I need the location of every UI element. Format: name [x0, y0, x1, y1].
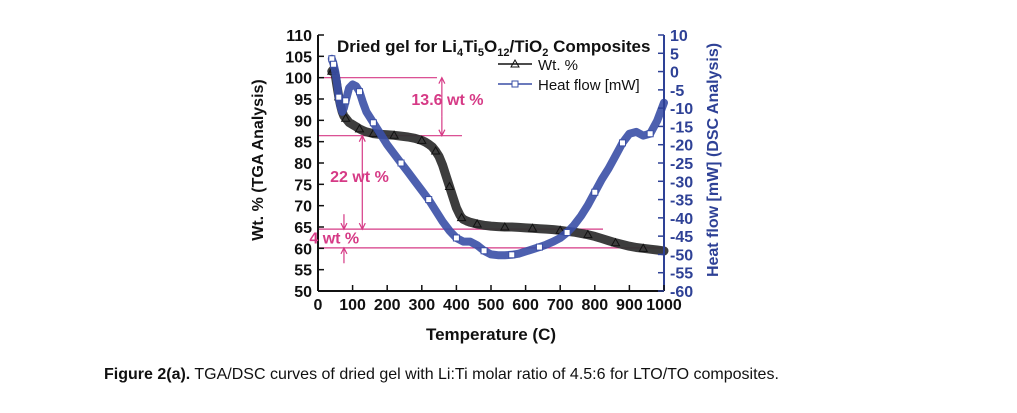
tga-point: [354, 123, 365, 133]
legend-label-dsc: Heat flow [mW]: [538, 77, 640, 94]
y-left-tick-label: 95: [294, 92, 312, 109]
tga-point: [472, 219, 483, 228]
dsc-point: [563, 228, 571, 236]
dsc-point: [535, 243, 543, 251]
annotation-label: 4 wt %: [309, 231, 359, 248]
x-tick-label: 800: [581, 297, 608, 314]
y-right-tick-label: -60: [670, 284, 693, 301]
annotation-arrowhead: [438, 76, 446, 84]
x-tick-label: 0: [314, 297, 323, 314]
x-tick-label: 400: [443, 297, 470, 314]
caption-label: Figure 2(a).: [104, 366, 191, 383]
dsc-point: [342, 97, 350, 105]
dsc-point: [330, 60, 338, 68]
annotation-arrowhead: [358, 134, 366, 142]
dsc-point: [335, 93, 343, 101]
y-right-tick-label: -30: [670, 174, 693, 191]
x-tick-label: 1000: [646, 297, 682, 314]
y-right-tick-label: -10: [670, 101, 693, 118]
tga-point: [499, 221, 510, 231]
y-right-tick-label: -15: [670, 119, 693, 136]
dsc-series-line: [327, 54, 668, 260]
y-right-tick-label: 5: [670, 46, 679, 63]
figure-caption: Figure 2(a). TGA/DSC curves of dried gel…: [104, 366, 779, 384]
y-right-tick-label: -40: [670, 211, 693, 228]
y-right-tick-label: -45: [670, 229, 693, 246]
y-right-tick-label: -50: [670, 247, 693, 264]
y-left-tick-label: 65: [294, 220, 312, 237]
annotation-arrowhead: [340, 246, 348, 255]
y-left-tick-label: 60: [294, 241, 312, 258]
y-right-tick-label: -25: [670, 156, 693, 173]
tga-point: [610, 237, 621, 247]
dsc-point: [508, 251, 516, 259]
legend-marker-tga: [510, 58, 520, 68]
chart-title: Dried gel for Li4Ti5O12/TiO2 Composites: [337, 37, 650, 59]
dsc-point: [480, 247, 488, 255]
y-right-tick-label: -35: [670, 193, 693, 210]
y-right-tick-label: -20: [670, 138, 693, 155]
tga-point: [430, 146, 441, 155]
ticks: 0 100 200 300 400 500 600 700 800 900 100050556065…: [285, 28, 693, 314]
annotation-arrowhead: [358, 222, 366, 231]
tga-point: [456, 212, 467, 222]
y-left-tick-label: 90: [294, 113, 312, 130]
x-tick-label: 900: [616, 297, 643, 314]
x-tick-label: 700: [547, 297, 574, 314]
y-left-tick-label: 110: [286, 28, 312, 45]
y-left-tick-label: 105: [285, 49, 312, 66]
tga-point: [527, 223, 538, 232]
tga-point: [340, 113, 351, 122]
annotations: 13.6 wt % 22 wt % 4 wt %: [309, 76, 483, 264]
x-tick-label: 300: [408, 297, 435, 314]
y-left-tick-label: 80: [294, 156, 312, 173]
dsc-point: [618, 139, 626, 147]
y-left-tick-label: 70: [294, 199, 312, 216]
series-layer: [326, 54, 669, 260]
y-right-tick-label: 10: [670, 28, 688, 45]
x-axis-label: Temperature (C): [426, 325, 556, 344]
annotation-label: 13.6 wt %: [411, 92, 483, 109]
y-axis-label-right: Heat flow [mW] (DSC Analysis): [705, 43, 722, 277]
dsc-point: [397, 159, 405, 167]
y-right-tick-label: 0: [670, 65, 679, 82]
y-left-tick-label: 50: [294, 284, 312, 301]
y-left-tick-label: 85: [294, 135, 312, 152]
caption-text: TGA/DSC curves of dried gel with Li:Ti m…: [190, 366, 779, 383]
x-tick-label: 200: [374, 297, 401, 314]
y-left-tick-label: 55: [294, 263, 312, 280]
dsc-point: [356, 88, 364, 96]
x-tick-label: 500: [478, 297, 505, 314]
annotation-arrowhead: [438, 129, 446, 138]
y-left-tick-label: 75: [294, 177, 312, 194]
tga-dsc-chart: 0 100 200 300 400 500 600 700 800 900 100050556065…: [250, 28, 722, 344]
x-tick-label: 100: [339, 297, 366, 314]
dsc-point: [452, 234, 460, 242]
y-right-tick-label: -55: [670, 266, 693, 283]
y-axis-label-left: Wt. % (TGA Analysis): [250, 79, 267, 241]
dsc-point: [369, 119, 377, 127]
tga-point: [389, 130, 399, 139]
tga-point: [638, 243, 649, 252]
tga-series-line: [327, 64, 669, 256]
annotation-arrowhead: [340, 222, 348, 231]
dsc-point: [591, 188, 599, 196]
tga-point: [444, 181, 455, 190]
legend-label-tga: Wt. %: [538, 57, 578, 74]
annotation-label: 22 wt %: [330, 169, 389, 186]
guide-lines: [318, 77, 664, 249]
legend-marker-dsc: [511, 80, 519, 88]
y-left-tick-label: 100: [285, 71, 312, 88]
x-tick-label: 600: [512, 297, 539, 314]
tga-point: [583, 229, 593, 239]
legend: Wt. % Heat flow [mW]: [498, 57, 640, 94]
dsc-point: [425, 196, 433, 204]
dsc-point: [646, 130, 654, 138]
y-right-tick-label: -5: [670, 83, 684, 100]
tga-point: [416, 135, 427, 144]
